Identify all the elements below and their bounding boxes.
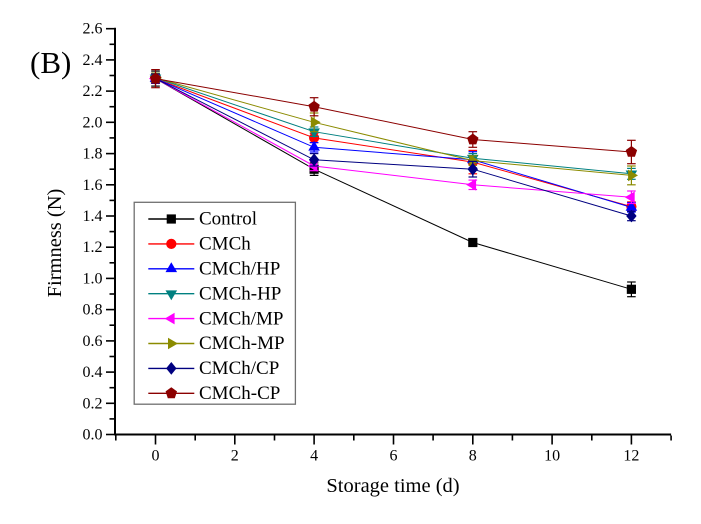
svg-text:1.6: 1.6	[83, 177, 103, 194]
svg-text:Control: Control	[199, 209, 257, 230]
svg-text:1.4: 1.4	[83, 208, 103, 225]
svg-text:0: 0	[152, 448, 160, 465]
svg-text:1.0: 1.0	[83, 270, 103, 287]
svg-text:0.6: 0.6	[83, 333, 103, 350]
svg-text:10: 10	[544, 448, 560, 465]
svg-text:6: 6	[390, 448, 398, 465]
svg-text:1.8: 1.8	[83, 146, 103, 163]
svg-text:8: 8	[469, 448, 477, 465]
svg-text:4: 4	[310, 448, 318, 465]
svg-text:CMCh-CP: CMCh-CP	[199, 383, 280, 404]
svg-text:0.2: 0.2	[83, 395, 103, 412]
svg-text:0.8: 0.8	[83, 302, 103, 319]
svg-text:2.6: 2.6	[83, 21, 103, 38]
svg-text:2.4: 2.4	[83, 52, 103, 69]
svg-text:CMCh-HP: CMCh-HP	[199, 283, 281, 304]
svg-text:CMCh: CMCh	[199, 234, 251, 255]
svg-text:2.2: 2.2	[83, 83, 103, 100]
svg-text:Storage time (d): Storage time (d)	[326, 475, 459, 497]
svg-text:CMCh/CP: CMCh/CP	[199, 358, 279, 379]
svg-text:CMCh/HP: CMCh/HP	[199, 259, 280, 280]
svg-text:Firmness (N): Firmness (N)	[44, 189, 66, 298]
svg-text:(B): (B)	[30, 45, 71, 80]
svg-text:2: 2	[231, 448, 239, 465]
svg-text:CMCh/MP: CMCh/MP	[199, 308, 283, 329]
svg-text:12: 12	[623, 448, 639, 465]
svg-text:1.2: 1.2	[83, 239, 103, 256]
svg-text:CMCh-MP: CMCh-MP	[199, 333, 285, 354]
svg-text:0.0: 0.0	[83, 427, 103, 444]
svg-text:2.0: 2.0	[83, 114, 103, 131]
svg-text:0.4: 0.4	[83, 364, 103, 381]
